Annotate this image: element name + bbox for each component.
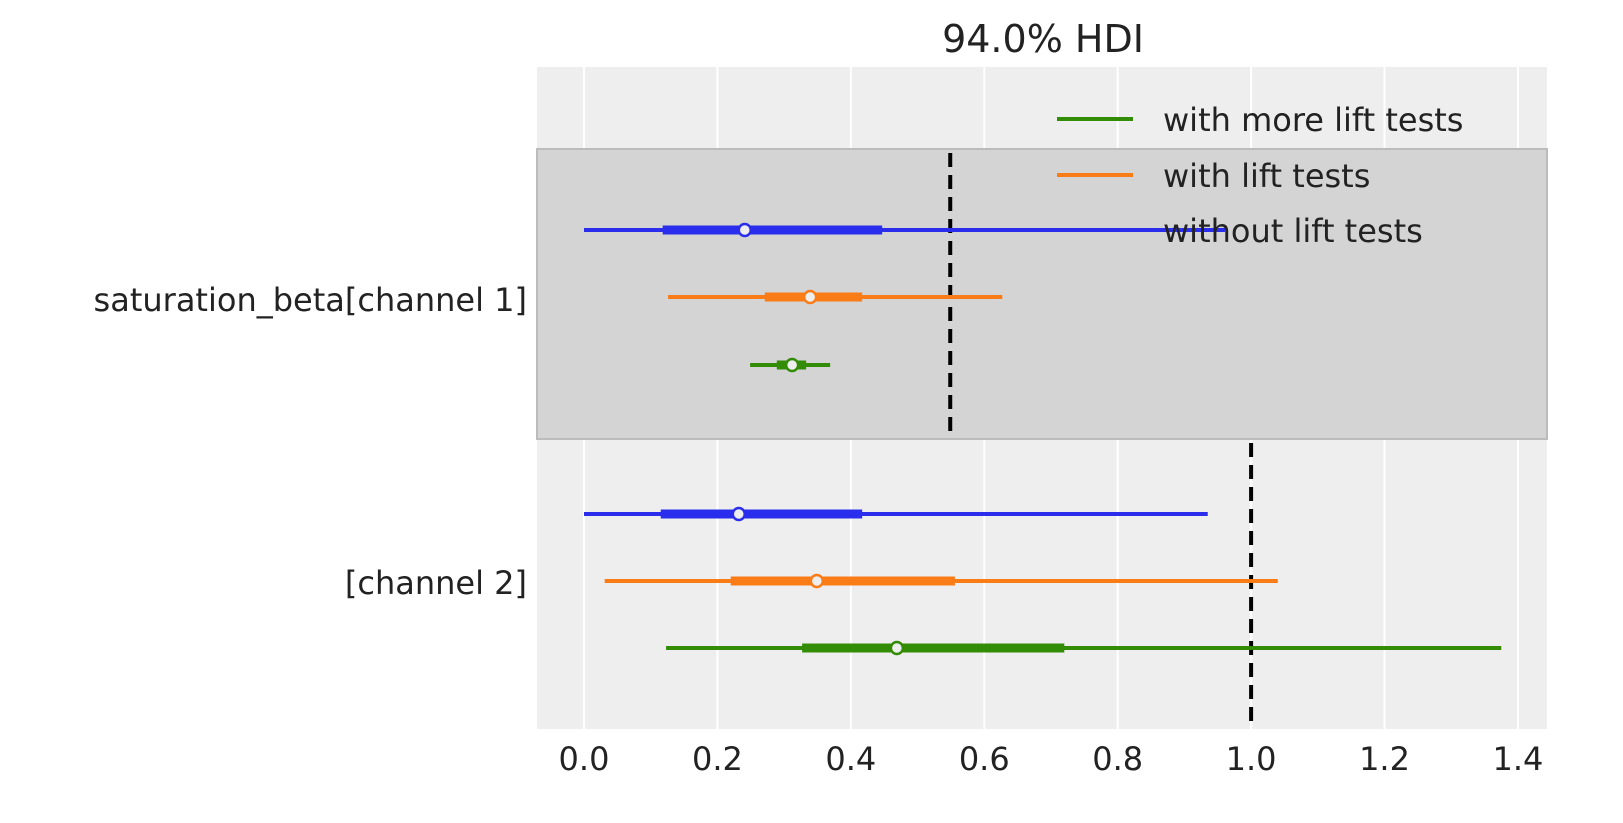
median-point [737,222,753,238]
x-tick-label: 1.4 [1492,740,1543,778]
legend: with more lift tests with lift tests wit… [1057,101,1463,250]
legend-label-lift: with lift tests [1163,157,1370,195]
x-tick-label: 0.0 [559,740,610,778]
y-label-channel-1: saturation_beta[channel 1] [94,281,527,319]
legend-label-without-lift: without lift tests [1163,212,1423,250]
median-point [809,573,825,589]
x-tick-label: 1.2 [1359,740,1410,778]
median-point [889,640,905,656]
median-point [731,506,747,522]
x-tick-label: 1.0 [1226,740,1277,778]
y-label-channel-2: [channel 2] [345,564,527,602]
x-tick-label: 0.4 [825,740,876,778]
legend-label-more-lift: with more lift tests [1163,101,1463,139]
median-point [784,357,800,373]
x-tick-label: 0.2 [692,740,743,778]
median-point [802,289,818,305]
x-tick-label: 0.6 [959,740,1010,778]
shaded-band-channel-1 [536,148,1548,440]
x-tick-label: 0.8 [1092,740,1143,778]
chart-title: 94.0% HDI [942,17,1144,61]
